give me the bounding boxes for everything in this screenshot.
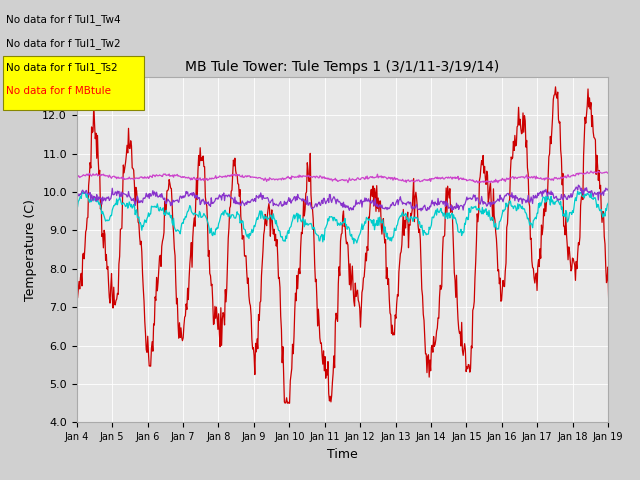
Tul1_Ts-32cm [419, 178, 426, 184]
Tul1_Ts-16cm [73, 192, 81, 198]
Line: Tul1_Ts-8cm: Tul1_Ts-8cm [77, 184, 640, 244]
X-axis label: Time: Time [327, 448, 358, 461]
Tul1_Ts-32cm [451, 175, 458, 181]
Tul1_Tw+10cm [272, 231, 280, 237]
Tul1_Tw+10cm [552, 84, 559, 90]
Text: No data for f MBtule: No data for f MBtule [6, 86, 111, 96]
Tul1_Ts-16cm [272, 202, 280, 208]
Tul1_Ts-8cm [244, 234, 252, 240]
Tul1_Tw+10cm [294, 286, 301, 291]
Tul1_Ts-16cm [417, 208, 425, 214]
Tul1_Ts-16cm [451, 204, 459, 210]
Text: No data for f Tul1_Tw4: No data for f Tul1_Tw4 [6, 14, 121, 25]
Tul1_Tw+10cm [419, 311, 427, 317]
Y-axis label: Temperature (C): Temperature (C) [24, 199, 36, 300]
Tul1_Tw+10cm [282, 400, 289, 406]
Tul1_Ts-32cm [272, 176, 280, 182]
Tul1_Tw+10cm [140, 286, 147, 292]
Tul1_Tw+10cm [451, 277, 459, 283]
Title: MB Tule Tower: Tule Temps 1 (3/1/11-3/19/14): MB Tule Tower: Tule Temps 1 (3/1/11-3/19… [185, 60, 500, 74]
Tul1_Ts-32cm [474, 180, 482, 186]
Legend: Tul1_Tw+10cm, Tul1_Ts-8cm, Tul1_Ts-16cm, Tul1_Ts-32cm: Tul1_Tw+10cm, Tul1_Ts-8cm, Tul1_Ts-16cm,… [134, 477, 550, 480]
Tul1_Ts-16cm [419, 204, 427, 210]
Tul1_Ts-8cm [140, 224, 147, 229]
Tul1_Ts-32cm [140, 175, 147, 180]
Tul1_Ts-32cm [73, 174, 81, 180]
Tul1_Ts-16cm [293, 197, 301, 203]
Line: Tul1_Ts-16cm: Tul1_Ts-16cm [77, 183, 640, 211]
Tul1_Tw+10cm [73, 278, 81, 284]
Tul1_Ts-32cm [244, 173, 252, 179]
Line: Tul1_Ts-32cm: Tul1_Ts-32cm [77, 171, 640, 183]
Tul1_Ts-8cm [293, 210, 301, 216]
Tul1_Ts-8cm [350, 241, 358, 247]
Tul1_Ts-8cm [73, 205, 81, 211]
Tul1_Ts-32cm [293, 174, 301, 180]
Tul1_Ts-8cm [419, 232, 427, 238]
Line: Tul1_Tw+10cm: Tul1_Tw+10cm [77, 87, 640, 403]
Tul1_Ts-8cm [612, 181, 620, 187]
Text: No data for f Tul1_Tw2: No data for f Tul1_Tw2 [6, 38, 121, 49]
Tul1_Ts-16cm [244, 198, 252, 204]
Tul1_Ts-8cm [272, 221, 280, 227]
Tul1_Ts-8cm [451, 215, 459, 220]
Text: No data for f Tul1_Ts2: No data for f Tul1_Ts2 [6, 62, 118, 73]
Tul1_Tw+10cm [244, 280, 252, 286]
Tul1_Ts-16cm [140, 195, 147, 201]
